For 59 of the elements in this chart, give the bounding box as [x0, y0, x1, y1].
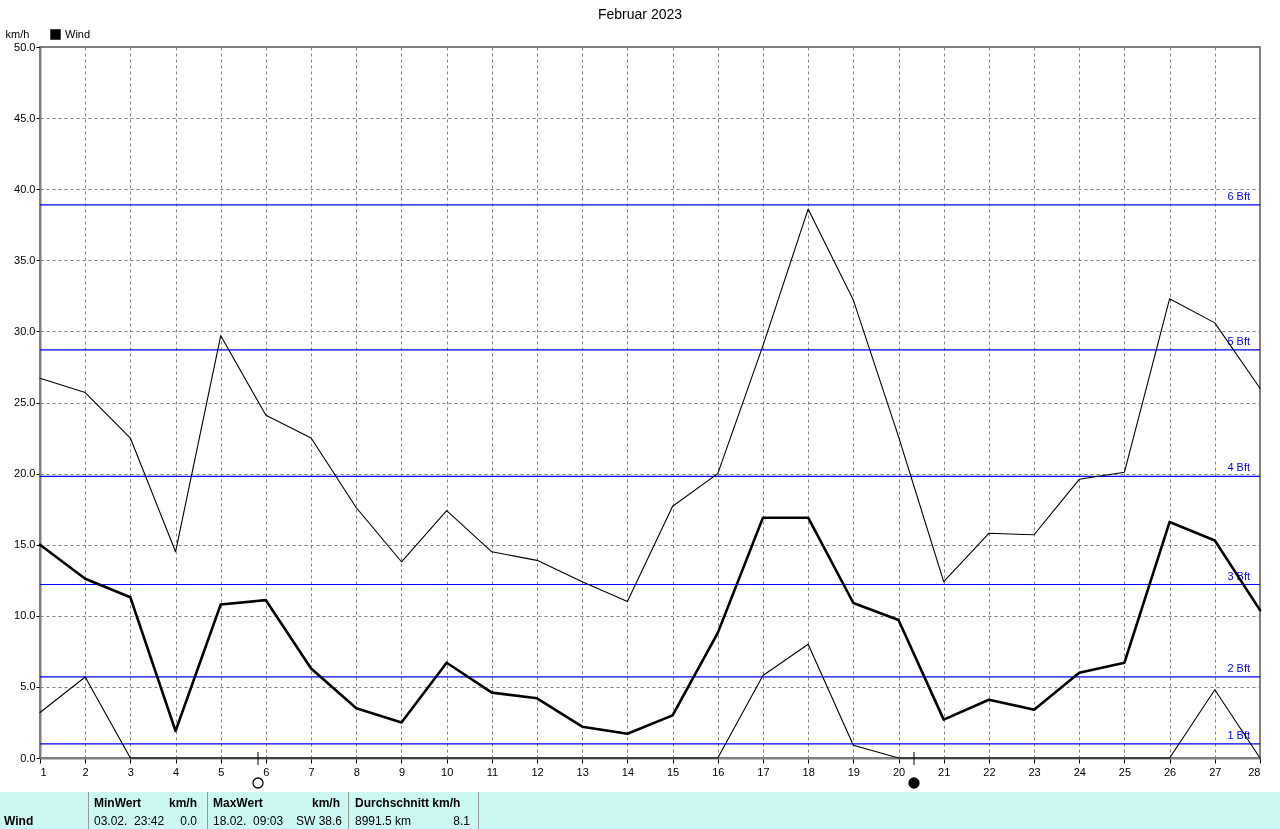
text: Durchschnitt km/h: [355, 796, 461, 810]
x-tick-label: 4: [172, 765, 180, 778]
x-tick-label: 1: [40, 765, 47, 778]
y-tick-label: 30.0: [14, 324, 36, 337]
ref-line-label: 4 Bft: [1227, 461, 1250, 474]
x-tick-label: 23: [1028, 765, 1041, 778]
x-tick-label: 21: [938, 765, 951, 778]
x-tick-label: 9: [398, 765, 406, 778]
x-tick-label: 11: [486, 765, 499, 778]
y-axis-title: km/h: [5, 27, 30, 40]
y-tick-label: 15.0: [14, 538, 36, 551]
ref-line-label: 2 Bft: [1227, 661, 1250, 674]
line-series: [39, 208, 1261, 603]
x-tick-label: 26: [1164, 765, 1177, 778]
x-tick-label: 25: [1118, 765, 1132, 778]
x-tick-label: 6: [263, 765, 270, 778]
chart-title: Februar 2023: [596, 6, 684, 22]
x-tick-label: 19: [847, 765, 860, 778]
x-tick-label: 16: [712, 765, 725, 778]
x-tick-label: 24: [1073, 765, 1086, 778]
x-tick-label: 22: [983, 765, 996, 778]
text: km/h: [169, 796, 198, 810]
y-tick-label: 35.0: [14, 253, 36, 266]
y-tick-label: 40.0: [14, 182, 36, 195]
x-tick-label: 5: [218, 765, 225, 778]
x-tick-label: 13: [576, 765, 589, 778]
ref-line-label: 5 Bft: [1227, 334, 1250, 347]
x-tick-label: 28: [1248, 765, 1261, 778]
text: 03.02. 23:42: [94, 814, 165, 828]
text: MinWert: [94, 796, 142, 810]
x-tick-label: 15: [666, 765, 680, 778]
x-tick-label: 14: [621, 765, 635, 778]
legend-label: Wind: [65, 27, 91, 40]
text: 0.0: [180, 814, 197, 828]
ref-line-label: 6 Bft: [1227, 189, 1250, 202]
y-tick-label: 5.0: [20, 680, 36, 693]
text: km/h: [312, 796, 341, 810]
x-tick-label: 12: [531, 765, 544, 778]
x-tick-label: 8: [353, 765, 360, 778]
y-tick-label: 0.0: [20, 751, 36, 764]
x-tick-label: 3: [127, 765, 134, 778]
text: 18.02. 09:03: [213, 814, 284, 828]
y-tick-label: 20.0: [14, 467, 36, 480]
x-tick-label: 7: [308, 765, 315, 778]
x-tick-label: 17: [757, 765, 770, 778]
x-tick-label: 2: [82, 765, 89, 778]
x-tick-label: 27: [1209, 765, 1222, 778]
x-tick-label: 10: [441, 765, 454, 778]
y-tick-label: 45.0: [14, 111, 36, 124]
text: SW 38.6: [295, 814, 342, 828]
x-tick-label: 18: [802, 765, 815, 778]
y-tick-label: 25.0: [14, 396, 36, 408]
y-tick-label: 10.0: [14, 609, 36, 622]
text: 8991.5 km: [355, 814, 412, 828]
text: 8.1: [453, 814, 470, 828]
x-tick-label: 20: [892, 765, 906, 778]
text: MaxWert: [213, 796, 263, 810]
y-tick-label: 50.0: [14, 40, 36, 53]
text: Wind: [4, 814, 34, 828]
